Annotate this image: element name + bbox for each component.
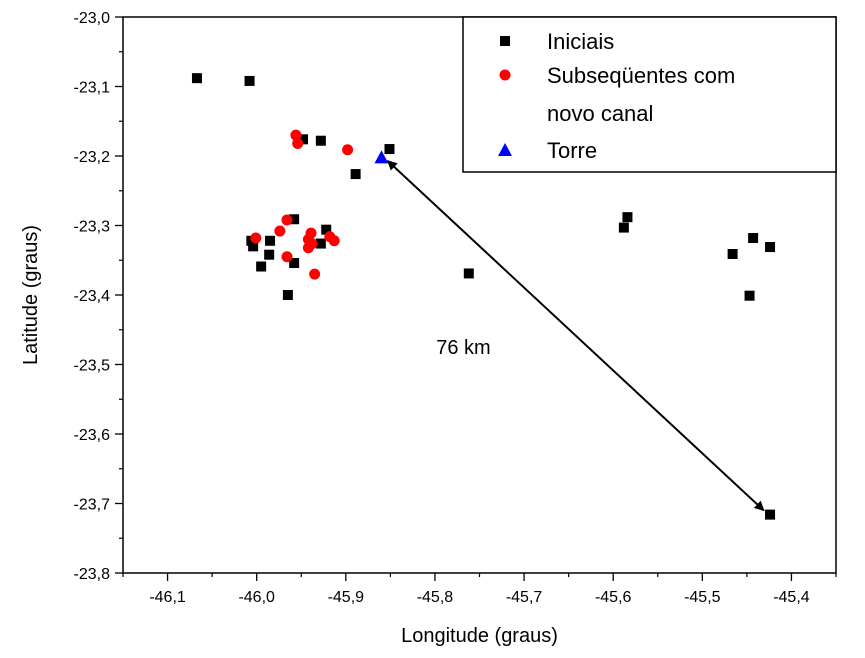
square-point (191, 73, 202, 84)
distance-label: 76 km (436, 337, 490, 359)
square-point (244, 75, 255, 86)
legend-label: Subseqüentes com (547, 63, 735, 88)
legend-box (462, 16, 837, 173)
y-tick-label: -23,5 (74, 358, 111, 375)
square-point (264, 249, 275, 260)
y-tick-label: -23,0 (74, 10, 111, 27)
legend-label-line2: novo canal (547, 101, 653, 126)
square-point (315, 238, 326, 249)
legend-label: Torre (547, 138, 597, 163)
square-point (282, 290, 293, 300)
y-tick-label: -23,6 (74, 427, 111, 444)
y-tick-label: -23,7 (74, 497, 111, 514)
x-axis-title: Longitude (graus) (401, 625, 558, 647)
square-point (256, 261, 267, 272)
legend-triangle-marker (498, 143, 512, 156)
legend-square-marker (500, 36, 510, 46)
square-point (321, 224, 332, 235)
y-axis-title: Latitude (graus) (20, 225, 42, 365)
circle-point (250, 232, 262, 244)
circle-point (302, 242, 314, 254)
square-point (289, 258, 300, 269)
legend-label: Iniciais (547, 29, 614, 54)
y-tick-label: -23,8 (74, 566, 111, 583)
circle-point (290, 129, 302, 141)
circle-point (281, 214, 293, 226)
x-tick-label: -45,5 (684, 589, 721, 606)
square-point (727, 248, 738, 259)
square-point (289, 214, 300, 225)
x-tick-label: -46,0 (238, 589, 275, 606)
x-tick-label: -45,9 (328, 589, 365, 606)
y-tick-label: -23,4 (74, 288, 111, 305)
triangle-point (374, 150, 389, 164)
x-tick-label: -46,1 (149, 589, 186, 606)
distance-arrow (386, 160, 765, 512)
legend: Iniciais Subseqüentes com novo canal Torre (462, 16, 837, 173)
square-point (315, 135, 326, 146)
square-point (765, 242, 776, 253)
series-triangle (374, 150, 389, 164)
y-tick-label: -23,3 (74, 219, 111, 236)
square-point (350, 169, 361, 180)
x-tick-label: -45,4 (773, 589, 810, 606)
data-points (191, 73, 776, 520)
square-point (298, 134, 309, 145)
distance-annotation: 76 km (386, 160, 765, 512)
axis-ticks (115, 16, 837, 581)
square-point (384, 144, 395, 155)
series-square (191, 73, 776, 520)
square-point (744, 290, 755, 301)
square-point (622, 212, 633, 223)
square-point (265, 235, 276, 246)
circle-point (281, 251, 293, 263)
square-point (765, 509, 776, 520)
circle-point (274, 225, 286, 237)
tick-labels: -46,1 -46,0 -45,9 -45,8 -45,7 -45,6 -45,5 -45,4… (74, 10, 810, 606)
circle-point (292, 137, 304, 149)
circle-point (309, 268, 321, 280)
x-tick-label: -45,7 (506, 589, 543, 606)
circle-point (342, 144, 354, 156)
legend-circle-marker (499, 69, 511, 81)
y-tick-label: -23,2 (74, 149, 111, 166)
square-point (748, 233, 759, 244)
y-tick-label: -23,1 (74, 80, 111, 97)
x-tick-label: -45,8 (417, 589, 454, 606)
square-point (618, 222, 629, 233)
x-tick-label: -45,6 (595, 589, 632, 606)
square-point (463, 268, 474, 279)
series-circle (250, 129, 354, 280)
circle-point (328, 235, 340, 247)
square-point (248, 241, 259, 252)
